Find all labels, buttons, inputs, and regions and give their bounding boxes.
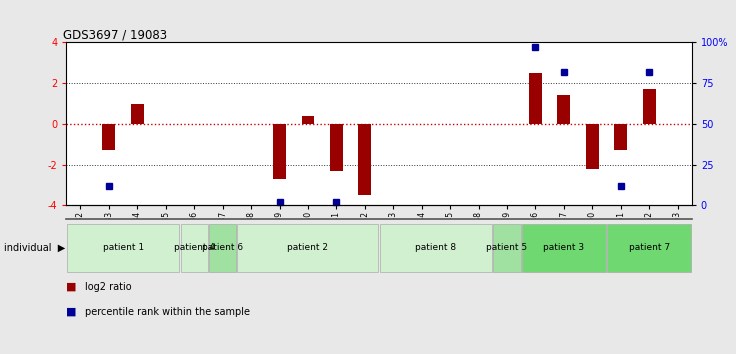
Text: patient 1: patient 1 — [102, 243, 144, 252]
Text: patient 5: patient 5 — [486, 243, 528, 252]
FancyBboxPatch shape — [209, 224, 236, 272]
Text: patient 7: patient 7 — [629, 243, 670, 252]
Bar — [557, 96, 570, 124]
Text: patient 8: patient 8 — [415, 243, 456, 252]
Bar — [358, 124, 371, 195]
Text: percentile rank within the sample: percentile rank within the sample — [85, 307, 250, 316]
Text: ■: ■ — [66, 282, 77, 292]
FancyBboxPatch shape — [522, 224, 606, 272]
Bar — [529, 73, 542, 124]
Bar — [273, 124, 286, 179]
Bar — [643, 89, 656, 124]
Text: log2 ratio: log2 ratio — [85, 282, 131, 292]
Text: GDS3697 / 19083: GDS3697 / 19083 — [63, 28, 167, 41]
Text: patient 4: patient 4 — [174, 243, 215, 252]
Bar — [131, 104, 144, 124]
FancyBboxPatch shape — [180, 224, 208, 272]
Bar — [302, 116, 314, 124]
Bar — [330, 124, 343, 171]
Bar — [615, 124, 627, 150]
FancyBboxPatch shape — [67, 224, 180, 272]
Text: ■: ■ — [66, 307, 77, 316]
Bar — [586, 124, 598, 169]
FancyBboxPatch shape — [380, 224, 492, 272]
Text: individual  ▶: individual ▶ — [4, 243, 65, 253]
FancyBboxPatch shape — [493, 224, 520, 272]
Text: patient 2: patient 2 — [288, 243, 328, 252]
FancyBboxPatch shape — [607, 224, 691, 272]
Bar — [102, 124, 116, 150]
Text: patient 3: patient 3 — [543, 243, 584, 252]
Text: patient 6: patient 6 — [202, 243, 243, 252]
FancyBboxPatch shape — [238, 224, 378, 272]
